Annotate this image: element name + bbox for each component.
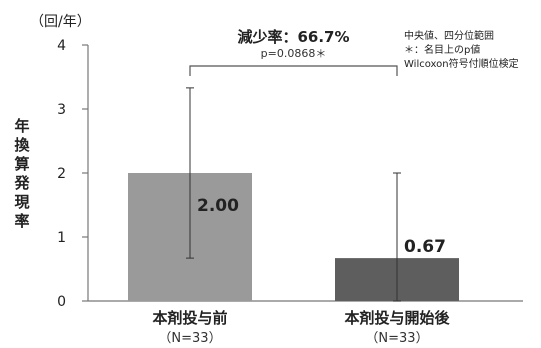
error-bar-after [393, 172, 401, 302]
y-axis-title-char: 発 [13, 174, 30, 192]
note-wilcoxon: Wilcoxon符号付順位検定 [404, 57, 519, 70]
y-axis-title-char: 現 [14, 193, 29, 211]
y-tick-label: 1 [57, 230, 66, 246]
y-unit-label: （回/年） [30, 14, 91, 30]
y-axis-title-char: 年 [14, 117, 29, 135]
y-axis-title-char: 率 [14, 212, 29, 230]
reduction-rate-label: 減少率：66.7% [237, 28, 349, 46]
n-label-before: （N=33） [158, 331, 221, 346]
value-label-before: 2.00 [197, 196, 239, 216]
comparison-bracket [189, 65, 398, 76]
y-tick-label: 0 [57, 294, 66, 310]
category-label-after: 本剤投与開始後 [344, 309, 450, 327]
p-value-label: p=0.0868＊ [261, 47, 327, 60]
y-axis-title-char: 算 [14, 155, 29, 173]
note-nominal-p: ＊：名目上のp値 [404, 43, 480, 56]
y-tick-label: 4 [57, 38, 66, 54]
value-label-after: 0.67 [404, 237, 446, 257]
n-label-after: （N=33） [365, 331, 428, 346]
y-tick-label: 3 [57, 102, 66, 118]
error-bar-before [186, 87, 194, 259]
note-median: 中央値、四分位範囲 [404, 29, 494, 42]
y-tick-label: 2 [57, 166, 66, 182]
category-label-before: 本剤投与前 [152, 309, 227, 327]
y-axis-title-char: 換 [14, 136, 30, 154]
y-ticks: 0 1 2 3 4 [57, 38, 88, 310]
